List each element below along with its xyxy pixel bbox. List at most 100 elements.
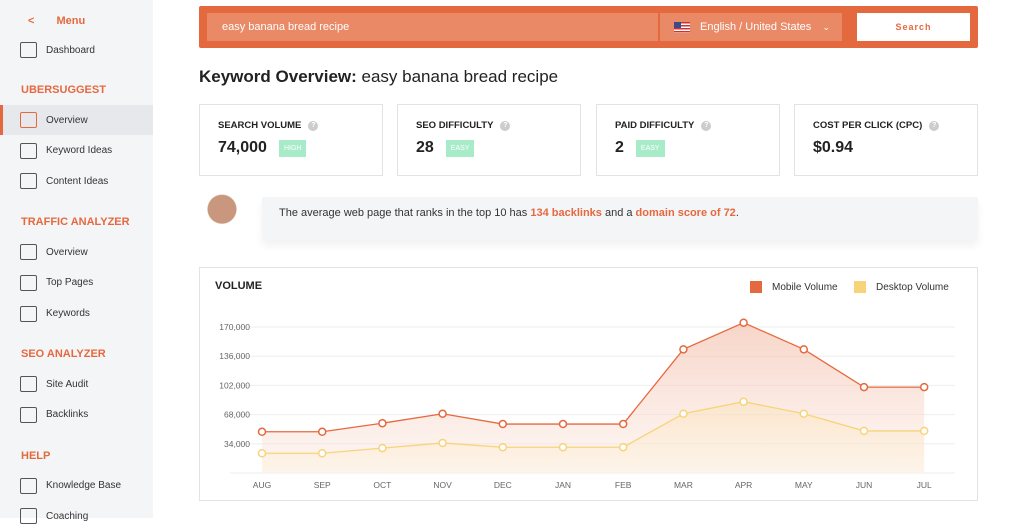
search-button[interactable]: Search bbox=[857, 13, 970, 41]
link-icon bbox=[20, 406, 37, 423]
section-title: UBERSUGGEST bbox=[21, 84, 106, 96]
sidebar-item-coaching[interactable]: Coaching bbox=[0, 501, 153, 531]
book-icon bbox=[20, 477, 37, 494]
content-icon bbox=[20, 173, 37, 190]
difficulty-badge: EASY bbox=[445, 139, 475, 157]
magnify-wave-icon bbox=[20, 244, 37, 261]
metric-card: SEARCH VOLUME? 74,000 HIGH bbox=[199, 104, 383, 176]
lightbulb-list-icon bbox=[20, 142, 37, 159]
mobile-point[interactable] bbox=[739, 318, 748, 327]
chart-icon bbox=[20, 112, 37, 128]
mobile-point[interactable] bbox=[498, 419, 508, 429]
sidebar-item-keywords[interactable]: Keywords bbox=[0, 299, 153, 329]
x-tick-label: MAY bbox=[795, 480, 813, 490]
mobile-point[interactable] bbox=[558, 419, 568, 429]
help-icon[interactable]: ? bbox=[500, 120, 511, 131]
sidebar-item-overview[interactable]: Overview bbox=[0, 105, 153, 135]
sidebar-item-backlinks[interactable]: Backlinks bbox=[0, 400, 153, 430]
x-tick-label: AUG bbox=[253, 480, 271, 490]
x-tick-label: FEB bbox=[615, 480, 632, 490]
search-bar: English / United States⌄ Search bbox=[199, 6, 978, 48]
desktop-point[interactable] bbox=[498, 442, 508, 452]
mobile-line bbox=[262, 321, 925, 433]
keyword-input[interactable] bbox=[207, 13, 658, 41]
desktop-point[interactable] bbox=[558, 442, 568, 452]
desktop-point[interactable] bbox=[859, 426, 869, 436]
x-tick-label: APR bbox=[735, 480, 752, 490]
metric-card: PAID DIFFICULTY? 2 EASY bbox=[596, 104, 780, 176]
menu-back-button[interactable]: < Menu bbox=[28, 15, 86, 27]
x-tick-label: JAN bbox=[555, 480, 571, 490]
x-tick-label: OCT bbox=[373, 480, 391, 490]
tip-banner: The average web page that ranks in the t… bbox=[262, 197, 978, 240]
legend-desktop[interactable]: Desktop Volume bbox=[854, 281, 949, 293]
x-tick-label: JUL bbox=[917, 480, 932, 490]
sidebar-item-keyword-ideas[interactable]: Keyword Ideas bbox=[0, 136, 153, 166]
mobile-point[interactable] bbox=[919, 382, 929, 392]
x-tick-label: DEC bbox=[494, 480, 512, 490]
help-icon[interactable]: ? bbox=[308, 120, 319, 131]
eye-list-icon bbox=[20, 376, 37, 393]
chevron-left-icon: < bbox=[28, 15, 35, 27]
sidebar: < Menu Dashboard UBERSUGGEST Overview Keywo… bbox=[0, 0, 153, 525]
mobile-point[interactable] bbox=[257, 427, 267, 437]
mobile-point[interactable] bbox=[317, 427, 327, 437]
mobile-point[interactable] bbox=[618, 419, 628, 429]
search-list-icon bbox=[20, 305, 37, 322]
page-title: Keyword Overview: easy banana bread reci… bbox=[199, 67, 559, 86]
sidebar-item-top-pages[interactable]: Top Pages bbox=[0, 268, 153, 298]
desktop-point[interactable] bbox=[257, 448, 267, 458]
dashboard-icon bbox=[20, 42, 37, 58]
help-icon[interactable]: ? bbox=[701, 120, 712, 131]
mobile-point[interactable] bbox=[438, 409, 447, 418]
volume-chart: 34,000 68,000 102,000 136,000 170,000 AUG SEP O… bbox=[219, 318, 955, 490]
desktop-point[interactable] bbox=[317, 448, 327, 458]
metric-card: SEO DIFFICULTY? 28 EASY bbox=[397, 104, 581, 176]
y-tick-label: 34,000 bbox=[224, 439, 250, 449]
sidebar-item-content-ideas[interactable]: Content Ideas bbox=[0, 166, 153, 196]
coaching-icon bbox=[20, 508, 37, 525]
avatar bbox=[199, 190, 245, 238]
x-tick-label: NOV bbox=[433, 480, 452, 490]
language-select[interactable]: English / United States ⌄ bbox=[660, 13, 842, 41]
mobile-point[interactable] bbox=[679, 345, 688, 354]
desktop-area bbox=[262, 401, 925, 473]
sidebar-item-overview[interactable]: Overview bbox=[0, 237, 153, 267]
chart-title: VOLUME bbox=[215, 280, 263, 292]
desktop-point[interactable] bbox=[438, 438, 447, 448]
desktop-point[interactable] bbox=[739, 397, 748, 406]
desktop-point[interactable] bbox=[919, 426, 929, 436]
help-icon[interactable]: ? bbox=[929, 120, 940, 131]
mobile-point[interactable] bbox=[378, 418, 387, 428]
page-arrow-icon bbox=[20, 274, 37, 291]
mobile-point[interactable] bbox=[859, 382, 869, 392]
x-tick-label: SEP bbox=[314, 480, 331, 490]
sidebar-item-knowledge-base[interactable]: Knowledge Base bbox=[0, 471, 153, 501]
section-title: SEO ANALYZER bbox=[21, 348, 106, 361]
metric-card: COST PER CLICK (CPC)? $0.94 bbox=[794, 104, 978, 176]
us-flag-icon bbox=[674, 21, 690, 33]
x-tick-label: MAR bbox=[674, 480, 693, 490]
difficulty-badge: EASY bbox=[635, 139, 665, 157]
y-tick-label: 102,000 bbox=[219, 380, 250, 390]
domain-score-link[interactable]: domain score of 72 bbox=[635, 207, 736, 219]
legend-mobile[interactable]: Mobile Volume bbox=[750, 281, 838, 293]
y-tick-label: 136,000 bbox=[219, 351, 250, 361]
desktop-line bbox=[262, 401, 925, 454]
y-tick-label: 68,000 bbox=[224, 410, 250, 420]
y-tick-label: 170,000 bbox=[219, 322, 250, 332]
desktop-point[interactable] bbox=[799, 409, 809, 418]
volume-chart-card: VOLUME Mobile Volume Desktop Volume 34,0… bbox=[199, 267, 978, 501]
desktop-point[interactable] bbox=[378, 443, 387, 453]
sidebar-item-dashboard[interactable]: Dashboard bbox=[0, 35, 153, 65]
mobile-point[interactable] bbox=[799, 345, 809, 354]
sidebar-item-site-audit[interactable]: Site Audit bbox=[0, 369, 153, 399]
desktop-point[interactable] bbox=[618, 442, 628, 452]
section-title: TRAFFIC ANALYZER bbox=[21, 216, 130, 229]
desktop-point[interactable] bbox=[679, 409, 688, 418]
chevron-down-icon: ⌄ bbox=[822, 21, 830, 32]
backlinks-link[interactable]: 134 backlinks bbox=[530, 207, 602, 219]
x-tick-label: JUN bbox=[856, 480, 873, 490]
difficulty-badge: HIGH bbox=[278, 139, 307, 157]
section-title: HELP bbox=[21, 449, 51, 462]
